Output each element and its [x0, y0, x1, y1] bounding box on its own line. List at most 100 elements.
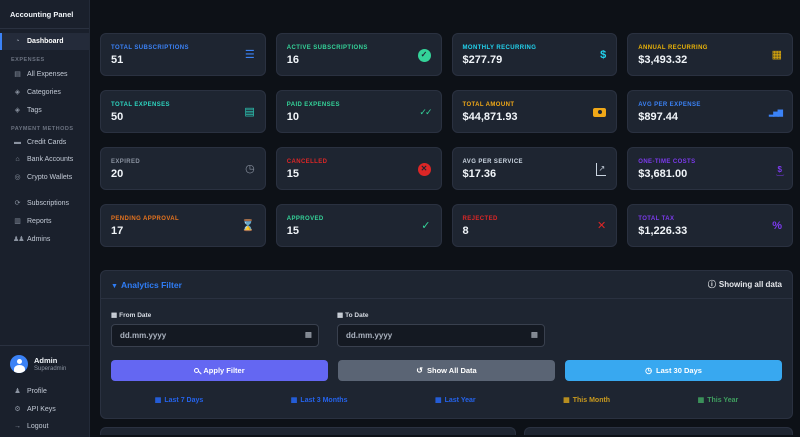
- stat-label: TOTAL SUBSCRIPTIONS: [111, 44, 189, 51]
- undo-icon: [416, 366, 423, 375]
- hourglass-icon: [241, 221, 255, 232]
- to-date-input[interactable]: [337, 324, 545, 347]
- stat-label: APPROVED: [286, 215, 324, 222]
- stat-label: AVG PER EXPENSE: [638, 101, 701, 108]
- quick-link-last-3-months[interactable]: Last 3 Months: [291, 396, 347, 404]
- stat-value: 16: [286, 53, 299, 66]
- stat-value: 15: [286, 167, 299, 180]
- bank-icon: [13, 156, 22, 163]
- filter-icon: [111, 280, 118, 290]
- stat-label: PENDING APPROVAL: [111, 215, 180, 222]
- to-date-label: To Date: [337, 311, 545, 319]
- show-all-data-button[interactable]: Show All Data: [338, 360, 555, 381]
- stat-card-total-amount: TOTAL AMOUNT $44,871.93: [451, 90, 618, 133]
- double-check-icon: [419, 107, 430, 118]
- stat-value: 17: [111, 224, 124, 237]
- sidebar-item-label: Profile: [27, 387, 47, 395]
- quick-link-this-month[interactable]: This Month: [563, 396, 610, 404]
- stat-label: MONTHLY RECURRING: [462, 44, 537, 51]
- sidebar-item-label: Dashboard: [27, 38, 64, 45]
- stat-card-one-time-costs: ONE-TIME COSTS $3,681.00: [627, 147, 793, 190]
- sidebar-item-label: Admins: [27, 235, 51, 243]
- sidebar-item-categories[interactable]: Categories: [0, 83, 89, 101]
- sidebar-item-reports[interactable]: Reports: [0, 212, 89, 230]
- main-content: TOTAL SUBSCRIPTIONS 51 ACTIVE SUBSCRIPTI…: [90, 0, 800, 435]
- next-section-panels: [100, 427, 793, 435]
- stat-value: 20: [111, 167, 124, 180]
- clock-icon: [245, 164, 255, 175]
- stat-label: ACTIVE SUBSCRIPTIONS: [286, 44, 368, 51]
- bar-chart-icon: [769, 107, 782, 118]
- user-menu[interactable]: Admin Superadmin: [0, 346, 89, 382]
- date-picker-icon[interactable]: [531, 330, 538, 339]
- analytics-filter-panel: Analytics Filter Showing all data From D…: [100, 270, 793, 419]
- sidebar: Accounting Panel Dashboard EXPENSES All …: [0, 0, 90, 437]
- quick-link-last-year[interactable]: Last Year: [435, 396, 476, 404]
- stat-label: TOTAL AMOUNT: [462, 101, 515, 108]
- sidebar-item-admins[interactable]: Admins: [0, 230, 89, 248]
- tag-icon: [13, 88, 22, 96]
- sidebar-item-logout[interactable]: Logout: [0, 418, 89, 435]
- stat-card-pending-approval: PENDING APPROVAL 17: [100, 204, 266, 247]
- sync-icon: [13, 199, 22, 207]
- sidebar-item-api-keys[interactable]: API Keys: [0, 400, 89, 418]
- stat-value: $3,493.32: [638, 53, 688, 66]
- calendar-icon: [291, 396, 298, 404]
- last-30-days-button[interactable]: Last 30 Days: [565, 360, 782, 381]
- apply-filter-button[interactable]: Apply Filter: [111, 360, 328, 381]
- credit-card-icon: [13, 139, 22, 146]
- from-date-input[interactable]: [111, 324, 319, 347]
- from-date-field: From Date: [111, 311, 319, 347]
- stat-label: CANCELLED: [286, 158, 328, 165]
- stat-label: ONE-TIME COSTS: [638, 158, 696, 165]
- user-role: Superadmin: [34, 366, 67, 372]
- sidebar-item-profile[interactable]: Profile: [0, 382, 89, 400]
- stat-value: 15: [286, 224, 299, 237]
- search-icon: [194, 368, 200, 373]
- section-header-payment-methods: PAYMENT METHODS: [11, 126, 74, 132]
- sidebar-item-label: All Expenses: [27, 70, 68, 78]
- calendar-icon: [698, 396, 705, 404]
- sidebar-item-credit-cards[interactable]: Credit Cards: [0, 134, 89, 151]
- date-picker-icon[interactable]: [305, 330, 312, 339]
- avatar: [10, 355, 28, 373]
- sidebar-item-label: Logout: [27, 423, 49, 430]
- filter-panel-title[interactable]: Analytics Filter: [111, 280, 182, 290]
- stat-value: 8: [462, 224, 469, 237]
- nav-spacer: [0, 186, 89, 194]
- dollar-icon: [600, 50, 606, 61]
- quick-link-last-7-days[interactable]: Last 7 Days: [155, 396, 203, 404]
- panel-stub-right: [523, 427, 793, 435]
- stat-label: EXPIRED: [111, 158, 141, 165]
- sidebar-item-bank-accounts[interactable]: Bank Accounts: [0, 151, 89, 168]
- quick-link-this-year[interactable]: This Year: [698, 396, 738, 404]
- stat-card-approved: APPROVED 15: [275, 204, 442, 247]
- user-name: Admin: [34, 356, 58, 365]
- stat-value: 50: [111, 110, 124, 123]
- sidebar-item-dashboard[interactable]: Dashboard: [0, 33, 89, 50]
- stat-value: 10: [286, 110, 299, 123]
- stat-card-avg-per-service: AVG PER SERVICE $17.36: [451, 147, 618, 190]
- stat-label: TOTAL TAX: [638, 215, 675, 222]
- sidebar-item-label: API Keys: [27, 405, 56, 413]
- stat-value: $897.44: [638, 110, 679, 123]
- stat-card-rejected: REJECTED 8: [451, 204, 618, 247]
- hand-dollar-icon: [776, 164, 784, 176]
- sidebar-item-tags[interactable]: Tags: [0, 101, 89, 119]
- sidebar-item-subscriptions[interactable]: Subscriptions: [0, 194, 89, 212]
- sidebar-item-label: Tags: [27, 106, 42, 114]
- sidebar-item-label: Subscriptions: [27, 199, 70, 207]
- sidebar-item-crypto-wallets[interactable]: Crypto Wallets: [0, 168, 89, 186]
- list-icon: [245, 50, 255, 61]
- quick-filter-links: Last 7 Days Last 3 Months Last Year This…: [111, 396, 782, 404]
- stat-value: $3,681.00: [638, 167, 688, 180]
- sidebar-item-all-expenses[interactable]: All Expenses: [0, 65, 89, 83]
- stat-label: ANNUAL RECURRING: [638, 44, 708, 51]
- stat-card-monthly-recurring: MONTHLY RECURRING $277.79: [451, 33, 618, 76]
- calendar-icon: [111, 311, 117, 319]
- info-icon: [708, 279, 716, 290]
- sidebar-item-label: Reports: [27, 217, 52, 225]
- stat-label: REJECTED: [462, 215, 498, 222]
- line-chart-icon: [595, 162, 607, 176]
- stat-label: AVG PER SERVICE: [462, 158, 523, 165]
